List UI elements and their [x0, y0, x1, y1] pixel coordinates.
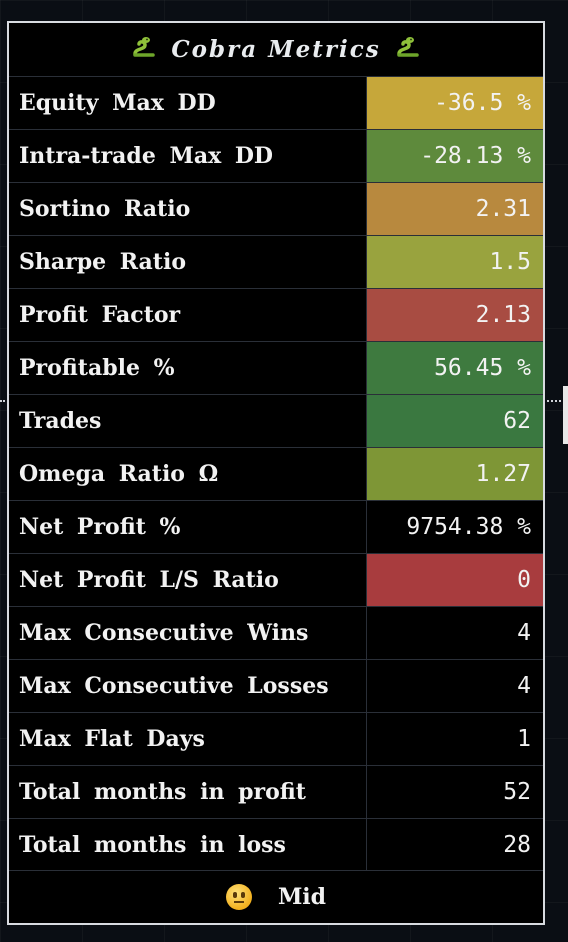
metric-value: 2.13 [367, 289, 543, 341]
metric-label: Total months in profit [9, 766, 367, 818]
metric-label: Sortino Ratio [9, 183, 367, 235]
table-row: Net Profit % 9754.38 % [9, 500, 543, 553]
metric-label: Trades [9, 395, 367, 447]
table-row: Net Profit L/S Ratio 0 [9, 553, 543, 606]
metric-value: 52 [367, 766, 543, 818]
cobra-metrics-table: Cobra Metrics Equity Max DD -36.5 % Intra-… [7, 21, 545, 925]
table-row: Profitable % 56.45 % [9, 341, 543, 394]
metric-label: Max Consecutive Losses [9, 660, 367, 712]
table-title: Cobra Metrics [9, 23, 543, 76]
table-row: Profit Factor 2.13 [9, 288, 543, 341]
metric-value: 1 [367, 713, 543, 765]
metric-value: 2.31 [367, 183, 543, 235]
table-row: Sharpe Ratio 1.5 [9, 235, 543, 288]
table-row: Intra-trade Max DD -28.13 % [9, 129, 543, 182]
metric-value: 4 [367, 607, 543, 659]
table-row: Max Consecutive Wins 4 [9, 606, 543, 659]
metric-value: 56.45 % [367, 342, 543, 394]
metric-label: Net Profit % [9, 501, 367, 553]
snake-icon [131, 34, 157, 65]
table-row: Sortino Ratio 2.31 [9, 182, 543, 235]
metric-value: 62 [367, 395, 543, 447]
metric-label: Profitable % [9, 342, 367, 394]
metric-value: 9754.38 % [367, 501, 543, 553]
metric-label: Omega Ratio Ω [9, 448, 367, 500]
metric-value: 0 [367, 554, 543, 606]
table-row: Trades 62 [9, 394, 543, 447]
table-footer: Mid [9, 870, 543, 923]
snake-icon [395, 34, 421, 65]
metric-value: 28 [367, 819, 543, 871]
price-scale-marker [563, 386, 568, 444]
table-row: Total months in loss 28 [9, 818, 543, 871]
metric-label: Max Flat Days [9, 713, 367, 765]
metric-label: Sharpe Ratio [9, 236, 367, 288]
table-row: Equity Max DD -36.5 % [9, 76, 543, 129]
metric-label: Intra-trade Max DD [9, 130, 367, 182]
metric-value: 4 [367, 660, 543, 712]
metric-value: -28.13 % [367, 130, 543, 182]
metric-label: Net Profit L/S Ratio [9, 554, 367, 606]
table-row: Omega Ratio Ω 1.27 [9, 447, 543, 500]
table-title-text: Cobra Metrics [171, 36, 381, 63]
metric-label: Equity Max DD [9, 77, 367, 129]
metric-value: -36.5 % [367, 77, 543, 129]
table-row: Max Flat Days 1 [9, 712, 543, 765]
table-row: Max Consecutive Losses 4 [9, 659, 543, 712]
neutral-face-icon [225, 884, 252, 910]
metric-label: Total months in loss [9, 819, 367, 871]
footer-rating-text: Mid [277, 884, 327, 910]
table-row: Total months in profit 52 [9, 765, 543, 818]
metric-label: Max Consecutive Wins [9, 607, 367, 659]
metric-value: 1.27 [367, 448, 543, 500]
metric-value: 1.5 [367, 236, 543, 288]
metric-label: Profit Factor [9, 289, 367, 341]
